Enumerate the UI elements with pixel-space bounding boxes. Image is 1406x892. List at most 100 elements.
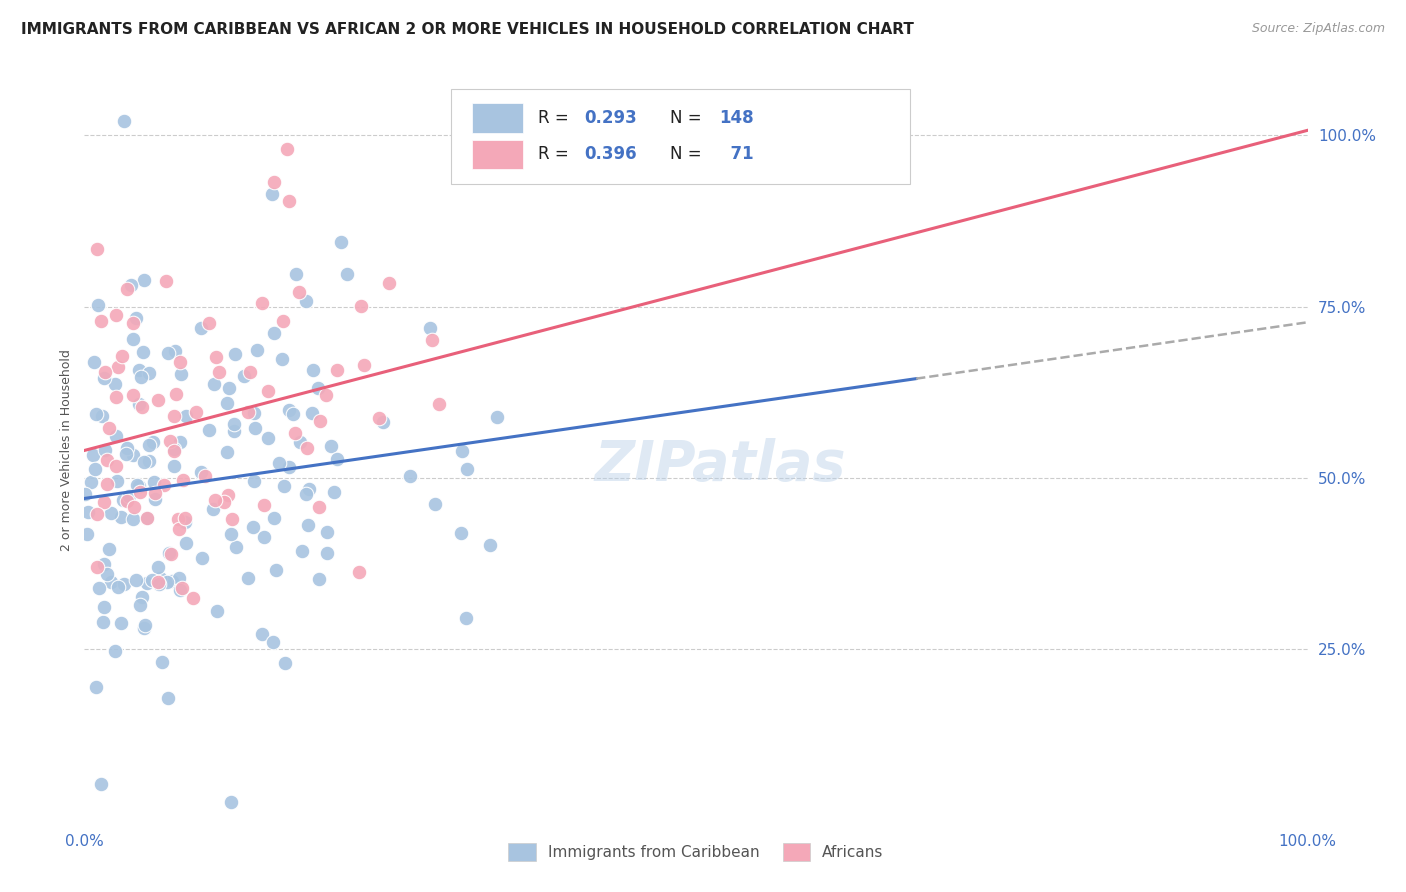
Text: IMMIGRANTS FROM CARIBBEAN VS AFRICAN 2 OR MORE VEHICLES IN HOUSEHOLD CORRELATION: IMMIGRANTS FROM CARIBBEAN VS AFRICAN 2 O… [21, 22, 914, 37]
Point [152, 574, 174, 589]
Point [141, 573, 163, 587]
Text: R =: R = [538, 145, 574, 163]
Point [142, 475, 165, 489]
Text: R =: R = [538, 109, 574, 127]
Point [135, 576, 157, 591]
Point [297, 482, 319, 496]
Point [326, 363, 349, 377]
Point [86, 243, 108, 257]
Point [157, 546, 180, 560]
Point [253, 498, 276, 512]
Point [450, 443, 472, 458]
Point [224, 347, 246, 361]
Bar [472, 103, 523, 133]
Point [399, 468, 422, 483]
Point [214, 495, 236, 509]
Point [134, 618, 156, 632]
Point [269, 456, 291, 470]
Point [218, 381, 240, 395]
Point [135, 510, 157, 524]
Point [373, 415, 395, 429]
Point [242, 519, 264, 533]
Point [146, 560, 169, 574]
Point [427, 396, 450, 410]
Point [167, 571, 190, 585]
Point [263, 510, 285, 524]
Point [170, 368, 193, 382]
Point [94, 443, 117, 458]
Point [121, 388, 143, 402]
Point [295, 487, 318, 501]
Point [198, 423, 221, 437]
Point [420, 334, 443, 348]
Point [93, 365, 115, 379]
Point [243, 421, 266, 435]
Point [419, 321, 441, 335]
Point [257, 431, 280, 445]
Point [93, 600, 115, 615]
Point [243, 474, 266, 488]
Bar [472, 139, 523, 169]
Y-axis label: 2 or more Vehicles in Household: 2 or more Vehicles in Household [60, 350, 73, 551]
Point [309, 414, 332, 428]
Point [143, 486, 166, 500]
Point [117, 282, 139, 296]
Point [215, 396, 238, 410]
Point [278, 403, 301, 417]
Point [252, 296, 274, 310]
Point [262, 635, 284, 649]
Point [316, 546, 339, 560]
Point [172, 473, 194, 487]
Text: N =: N = [671, 145, 707, 163]
Point [107, 580, 129, 594]
Point [124, 573, 146, 587]
Point [378, 276, 401, 290]
Point [294, 293, 316, 308]
Point [250, 627, 273, 641]
Point [307, 381, 329, 395]
Point [198, 317, 221, 331]
Point [129, 484, 152, 499]
Text: 0.396: 0.396 [585, 145, 637, 163]
Point [263, 326, 285, 341]
Point [278, 459, 301, 474]
Point [217, 445, 239, 459]
Point [163, 443, 186, 458]
FancyBboxPatch shape [451, 89, 910, 184]
Point [100, 506, 122, 520]
Point [243, 406, 266, 420]
Point [149, 571, 172, 585]
Point [165, 386, 187, 401]
Point [146, 393, 169, 408]
Point [93, 558, 115, 572]
Point [201, 502, 224, 516]
Point [76, 527, 98, 541]
Point [288, 285, 311, 299]
Point [184, 405, 207, 419]
Point [353, 359, 375, 373]
Point [82, 448, 104, 462]
Legend: Immigrants from Caribbean, Africans: Immigrants from Caribbean, Africans [501, 836, 891, 869]
Point [131, 401, 153, 415]
Point [278, 194, 301, 208]
Point [266, 563, 288, 577]
Point [224, 417, 246, 431]
Point [485, 409, 508, 424]
Point [105, 474, 128, 488]
Point [169, 355, 191, 369]
Point [174, 409, 197, 424]
Point [181, 591, 204, 605]
Point [120, 277, 142, 292]
Point [138, 454, 160, 468]
Point [191, 550, 214, 565]
Point [100, 574, 122, 589]
Point [174, 515, 197, 529]
Point [117, 489, 139, 503]
Point [112, 492, 135, 507]
Point [128, 479, 150, 493]
Point [308, 572, 330, 586]
Point [302, 363, 325, 377]
Point [336, 268, 359, 282]
Point [134, 273, 156, 287]
Point [285, 267, 308, 281]
